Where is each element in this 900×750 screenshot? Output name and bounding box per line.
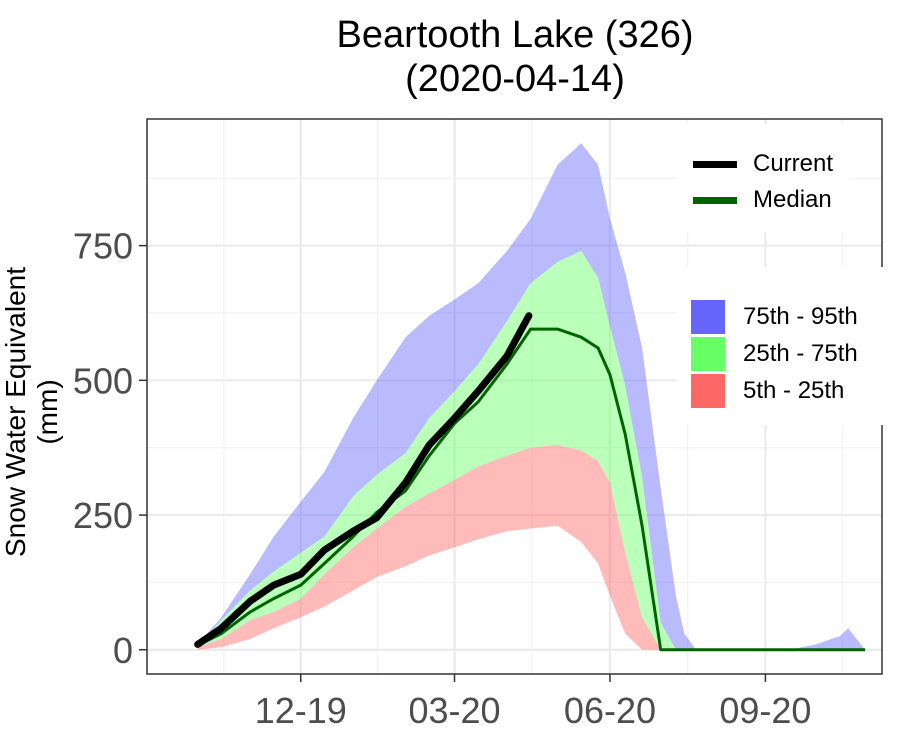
y-axis-ticks: 0 250 500 750 <box>73 226 147 671</box>
x-tick-label: 12-19 <box>255 690 347 731</box>
series-lines <box>194 312 866 652</box>
legend-label-median: Median <box>753 186 832 213</box>
band-75-95 <box>197 143 866 650</box>
band-5-25-swatch <box>691 374 725 408</box>
x-tick-label: 06-20 <box>564 690 656 731</box>
legend-item-75-95: 75th - 95th <box>691 300 858 334</box>
median-line <box>197 327 866 652</box>
legend-item-5-25: 5th - 25th <box>691 374 844 408</box>
current-line <box>194 312 533 648</box>
legend-label-5-25: 5th - 25th <box>743 377 845 404</box>
legend-label-current: Current <box>753 150 834 177</box>
legend-item-25-75: 25th - 75th <box>691 337 858 371</box>
band-25-75-swatch <box>691 337 725 371</box>
y-axis-label: Snow Water Equivalent (mm) <box>0 267 63 557</box>
percentile-bands <box>197 143 866 650</box>
band-75-95-swatch <box>691 300 725 334</box>
chart-subtitle: (2020-04-14) <box>405 58 625 100</box>
y-tick-label: 0 <box>113 630 133 671</box>
x-tick-label: 09-20 <box>719 690 811 731</box>
legend-bands: 75th - 95th 25th - 75th 5th - 25th <box>677 267 887 425</box>
x-axis-ticks: 12-19 03-20 06-20 09-20 <box>255 674 811 731</box>
legend-label-75-95: 75th - 95th <box>743 303 858 330</box>
current-swatch <box>693 160 737 168</box>
band-25-75 <box>197 251 866 650</box>
legend-item-median: Median <box>693 186 832 214</box>
legend-item-current: Current <box>693 150 833 178</box>
y-tick-label: 500 <box>73 360 133 401</box>
legend-lines: Current Median <box>677 124 849 232</box>
chart-title: Beartooth Lake (326) <box>336 14 694 56</box>
y-tick-label: 250 <box>73 495 133 536</box>
band-5-25 <box>197 445 866 650</box>
y-tick-label: 750 <box>73 226 133 267</box>
median-swatch <box>693 196 737 204</box>
x-tick-label: 03-20 <box>408 690 500 731</box>
legend-label-25-75: 25th - 75th <box>743 340 858 367</box>
